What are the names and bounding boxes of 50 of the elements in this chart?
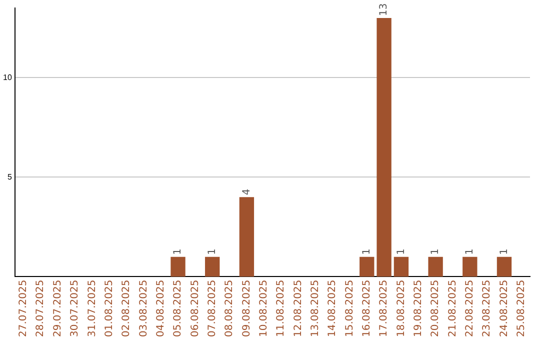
data-label: 1 — [430, 248, 442, 255]
x-tick-label: 03.08.2025 — [138, 280, 150, 338]
x-tick-label: 22.08.2025 — [464, 280, 476, 338]
data-label: 1 — [396, 248, 407, 255]
x-tick-label: 30.07.2025 — [70, 280, 81, 338]
x-tick-label: 11.08.2025 — [276, 280, 287, 338]
bar — [376, 18, 392, 277]
bar — [360, 256, 374, 277]
x-tick-label: 16.08.2025 — [361, 280, 372, 338]
data-label: 4 — [241, 188, 252, 196]
bar — [462, 256, 478, 277]
x-tick-label: 06.08.2025 — [190, 280, 201, 338]
x-tick-label: 13.08.2025 — [310, 280, 321, 338]
bar — [170, 256, 186, 277]
x-tick-label: 20.08.2025 — [430, 280, 442, 338]
x-tick-label: 21.08.2025 — [447, 280, 458, 338]
x-tick-label: 19.08.2025 — [412, 280, 424, 338]
data-label: 1 — [172, 248, 184, 255]
x-tick-label: 27.07.2025 — [18, 280, 30, 338]
data-label: 1 — [464, 248, 476, 255]
data-label: 1 — [361, 248, 372, 255]
bar — [394, 256, 409, 277]
x-tick-label: 09.08.2025 — [241, 280, 252, 338]
x-tick-label: 05.08.2025 — [172, 280, 184, 338]
x-tick-label: 28.07.2025 — [35, 280, 46, 338]
bar — [428, 256, 443, 277]
x-tick-label: 14.08.2025 — [327, 280, 338, 338]
y-tick-label: 10 — [2, 72, 12, 82]
y-tick-label: 5 — [7, 172, 12, 182]
x-tick-label: 08.08.2025 — [224, 280, 236, 338]
x-tick-label: 15.08.2025 — [344, 280, 356, 338]
data-label: 1 — [498, 248, 510, 255]
x-tick-label: 07.08.2025 — [206, 280, 218, 338]
data-label: 13 — [378, 3, 390, 16]
x-tick-label: 29.07.2025 — [52, 280, 64, 338]
x-tick-label: 02.08.2025 — [121, 280, 132, 338]
x-tick-label: 01.08.2025 — [104, 280, 115, 338]
x-tick-label: 18.08.2025 — [396, 280, 407, 338]
x-tick-label: 04.08.2025 — [155, 280, 166, 338]
bar — [239, 197, 254, 277]
x-tick-label: 24.08.2025 — [498, 280, 510, 338]
bar — [496, 256, 512, 277]
x-tick-label: 31.07.2025 — [86, 280, 98, 338]
x-tick-label: 25.08.2025 — [516, 280, 528, 338]
x-tick-label: 12.08.2025 — [292, 280, 304, 338]
x-tick-label: 23.08.2025 — [482, 280, 493, 338]
bar — [205, 256, 220, 277]
x-tick-label: 17.08.2025 — [378, 280, 390, 338]
x-tick-label: 10.08.2025 — [258, 280, 270, 338]
data-label: 1 — [206, 248, 218, 255]
